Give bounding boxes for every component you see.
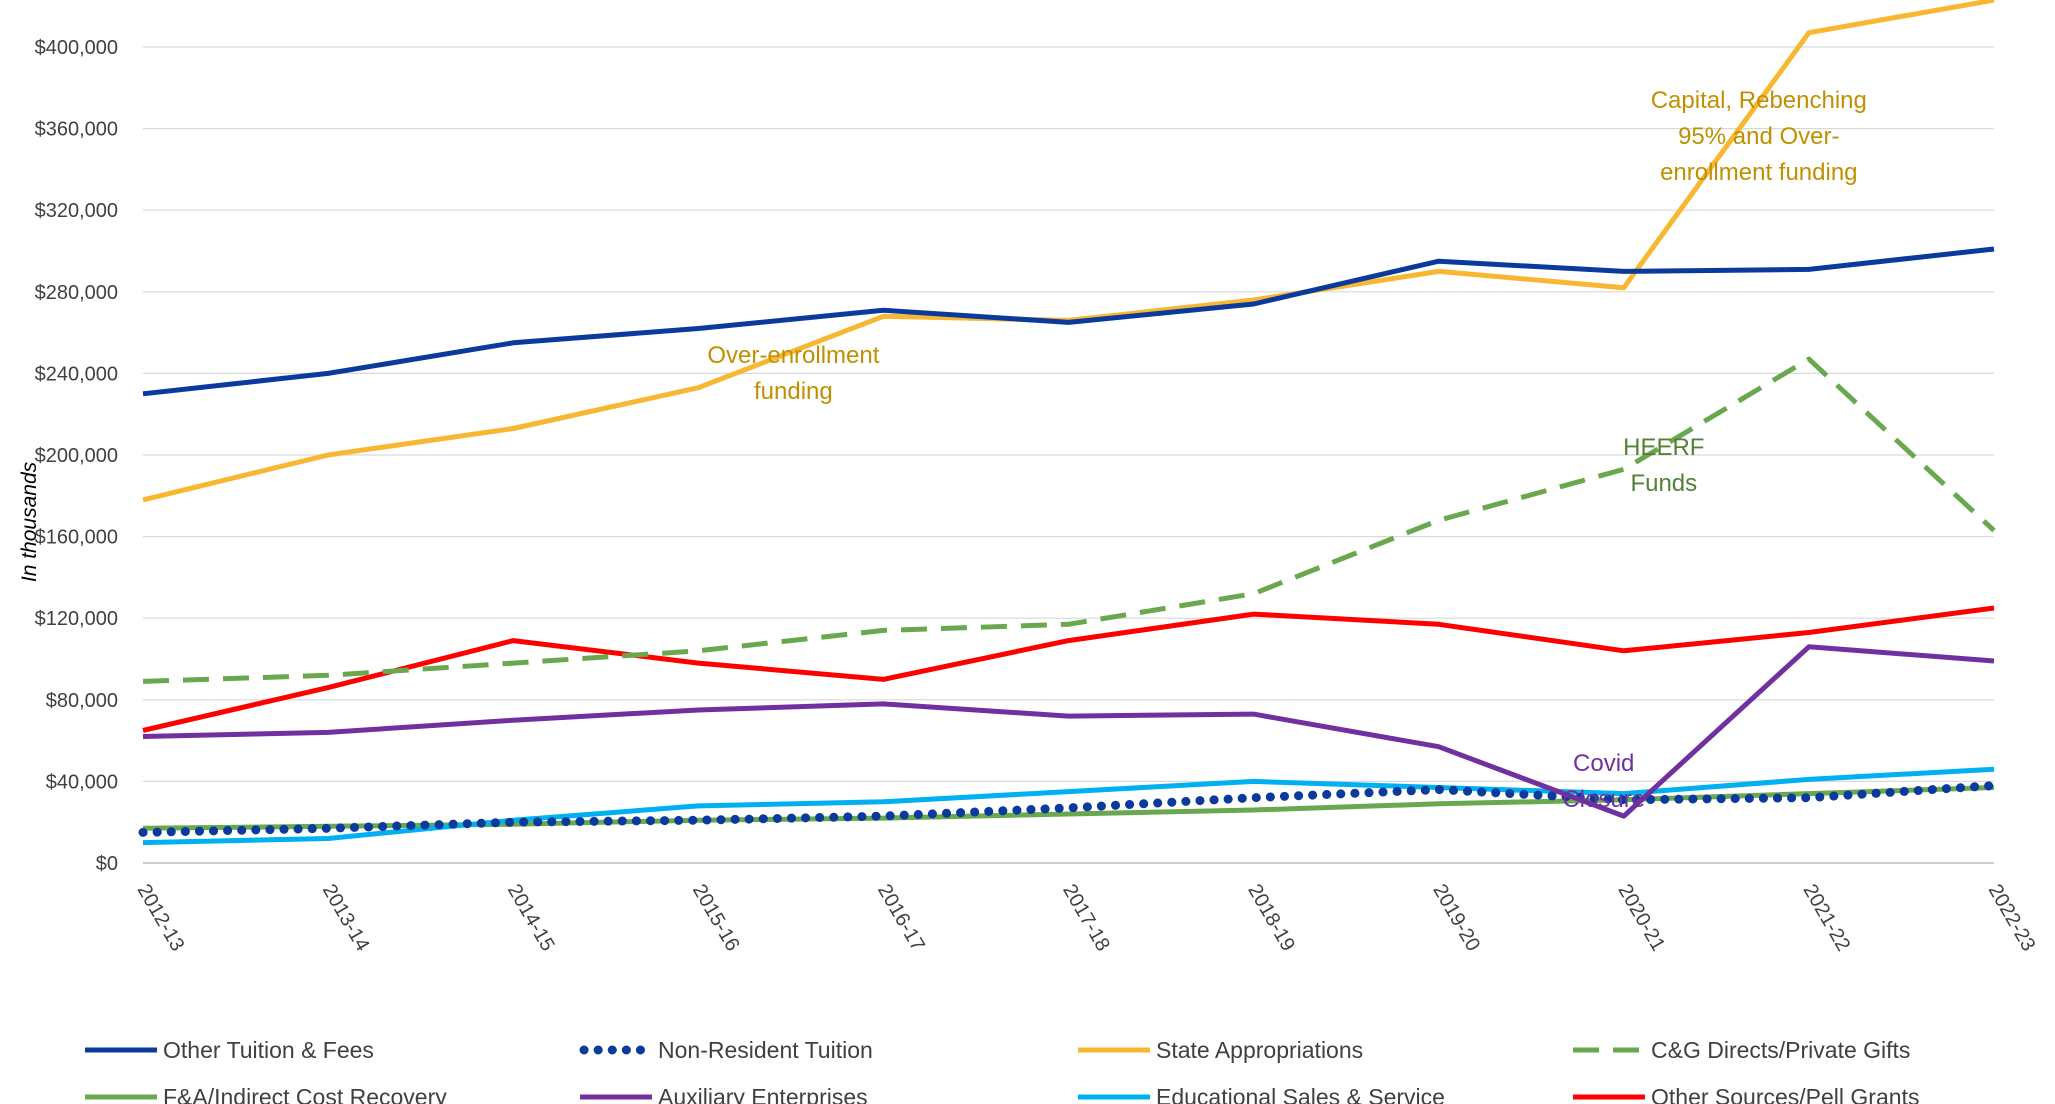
series-lines	[138, 0, 1999, 846]
y-tick-label: $240,000	[35, 363, 118, 385]
legend-label: Other Sources/Pell Grants	[1651, 1084, 1919, 1104]
legend-item-educational-sales-service: Educational Sales & Service	[1078, 1084, 1445, 1104]
legend-label: Other Tuition & Fees	[163, 1037, 374, 1063]
series-line-educational-sales-service	[142, 766, 1995, 846]
legend-item-auxiliary-enterprises: Auxiliary Enterprises	[580, 1084, 868, 1104]
legend-label: Educational Sales & Service	[1156, 1084, 1445, 1104]
legend-label: C&G Directs/Private Gifts	[1651, 1037, 1910, 1063]
legend: Other Tuition & Fees Non-Resident Tuition…	[85, 1037, 1919, 1104]
y-tick-label: $280,000	[35, 282, 118, 304]
legend-item-c-g-directs-private-gifts: C&G Directs/Private Gifts	[1573, 1037, 1910, 1063]
y-tick-label: $360,000	[35, 119, 118, 141]
y-tick-label: $400,000	[35, 37, 118, 59]
x-tick-label: 2013-14	[318, 881, 374, 956]
y-tick-label: $320,000	[35, 200, 118, 222]
x-tick-label: 2022-23	[1984, 881, 2040, 956]
x-tick-label: 2015-16	[688, 881, 744, 956]
y-tick-label: $40,000	[46, 771, 118, 793]
x-axis-tick-labels: 2012-13 2013-14 2014-15 2015-16 2016-17 2017-…	[133, 881, 2040, 956]
x-tick-label: 2016-17	[873, 881, 929, 956]
annotation-over-enrollment-funding: Over-enrollment funding	[707, 342, 879, 405]
y-tick-label: $120,000	[35, 608, 118, 630]
series-line-non-resident-tuition	[138, 781, 1999, 837]
series-line-state-appropriations	[142, 0, 1995, 503]
legend-item-non-resident-tuition: Non-Resident Tuition	[579, 1037, 873, 1063]
x-tick-label: 2019-20	[1428, 881, 1484, 956]
annotation-heerf-funds: HEERF Funds	[1623, 434, 1704, 497]
legend-item-f-a-indirect-cost-recovery: F&A/Indirect Cost Recovery	[85, 1084, 447, 1104]
grid-lines	[143, 46, 1994, 864]
y-tick-label: $160,000	[35, 527, 118, 549]
y-tick-label: $80,000	[46, 690, 118, 712]
legend-label: F&A/Indirect Cost Recovery	[163, 1084, 447, 1104]
annotation-covid-closure: Covid Closure	[1562, 750, 1645, 813]
legend-item-state-appropriations: State Appropriations	[1078, 1037, 1363, 1063]
legend-label: Auxiliary Enterprises	[658, 1084, 868, 1104]
annotation-capital-rebenching-95-and-over-enrollment-funding: Capital, Rebenching 95% and Over-enrollme…	[1651, 87, 1867, 186]
legend-label: Non-Resident Tuition	[658, 1037, 873, 1063]
series-line-other-sources-pell-grants	[142, 605, 1995, 733]
legend-item-other-tuition-fees: Other Tuition & Fees	[85, 1037, 374, 1063]
legend-item-other-sources-pell-grants: Other Sources/Pell Grants	[1573, 1084, 1919, 1104]
series-line-c-g-directs-private-gifts	[142, 356, 1996, 684]
x-tick-label: 2014-15	[503, 881, 559, 956]
x-tick-label: 2021-22	[1799, 881, 1855, 956]
x-tick-label: 2017-18	[1058, 881, 1114, 956]
y-axis-title: In thousands	[18, 461, 41, 582]
y-axis-tick-labels: $0 $40,000 $80,000 $120,000 $160,000 $200,000…	[35, 37, 118, 875]
y-tick-label: $200,000	[35, 445, 118, 467]
annotations: Capital, Rebenching 95% and Over-enrollme…	[707, 87, 1867, 813]
x-tick-label: 2012-13	[133, 881, 189, 956]
series-line-auxiliary-enterprises	[142, 644, 1995, 819]
series-line-other-tuition-fees	[142, 246, 1995, 397]
x-tick-label: 2018-19	[1243, 881, 1299, 956]
y-tick-label: $0	[96, 853, 118, 875]
legend-label: State Appropriations	[1156, 1037, 1363, 1063]
x-tick-label: 2020-21	[1613, 881, 1669, 956]
